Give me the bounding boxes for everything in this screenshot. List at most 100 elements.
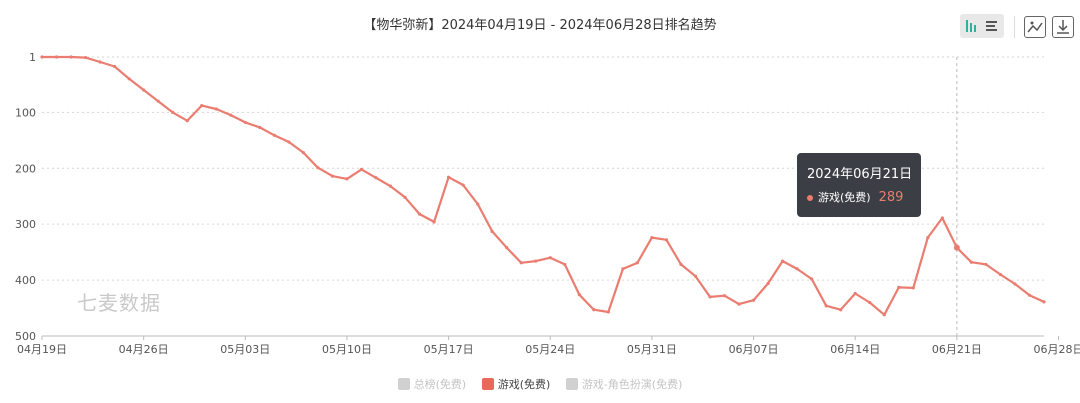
data-point bbox=[940, 216, 944, 220]
data-point bbox=[83, 55, 88, 60]
x-tick-label: 05月03日 bbox=[220, 343, 270, 356]
data-point bbox=[214, 107, 218, 111]
data-point bbox=[200, 104, 204, 108]
chart-tooltip: 2024年06月21日 游戏(免费) 289 bbox=[797, 153, 921, 217]
legend-swatch bbox=[565, 378, 578, 390]
data-point bbox=[563, 262, 567, 267]
data-point bbox=[635, 261, 639, 265]
watermark: 七麦数据 bbox=[77, 291, 161, 315]
data-point bbox=[171, 110, 175, 114]
data-point bbox=[897, 285, 901, 289]
data-point bbox=[142, 88, 146, 92]
data-point bbox=[316, 166, 320, 170]
data-point bbox=[621, 267, 625, 271]
data-point bbox=[882, 313, 886, 317]
tooltip-series-name: 游戏(免费) bbox=[818, 191, 871, 204]
download-icon[interactable] bbox=[1052, 16, 1074, 38]
legend-label: 总榜(免费) bbox=[413, 378, 467, 391]
data-point bbox=[403, 195, 407, 199]
data-point bbox=[650, 235, 654, 240]
data-point bbox=[185, 119, 189, 123]
data-point bbox=[737, 302, 741, 306]
data-point bbox=[534, 259, 538, 263]
data-point bbox=[490, 229, 494, 234]
chart-title: 【物华弥新】2024年04月19日 - 2024年06月28日排名趋势 bbox=[363, 18, 717, 33]
x-tick-label: 06月07日 bbox=[729, 343, 779, 356]
data-point bbox=[447, 175, 451, 179]
data-point bbox=[359, 167, 364, 171]
data-point bbox=[388, 184, 393, 188]
tooltip-value: 289 bbox=[878, 190, 904, 205]
data-point bbox=[127, 77, 131, 81]
chart-legend: 总榜(免费) 游戏(免费) 游戏-角色扮演(免费) bbox=[0, 376, 1080, 392]
data-point bbox=[751, 298, 756, 302]
y-tick-label: 100 bbox=[15, 106, 36, 119]
x-tick-label: 06月14日 bbox=[830, 343, 880, 356]
data-point bbox=[926, 235, 930, 240]
data-point bbox=[258, 125, 262, 130]
data-point bbox=[1013, 282, 1017, 286]
data-point bbox=[810, 277, 814, 281]
data-point bbox=[998, 272, 1003, 277]
data-point bbox=[853, 291, 857, 296]
data-point bbox=[577, 293, 581, 297]
data-point bbox=[113, 64, 117, 69]
data-point bbox=[330, 174, 335, 178]
data-point bbox=[243, 120, 247, 125]
data-point bbox=[722, 294, 727, 298]
data-point bbox=[606, 310, 610, 314]
y-tick-label: 400 bbox=[15, 274, 36, 287]
data-point bbox=[374, 176, 378, 180]
data-point bbox=[1042, 300, 1046, 304]
legend-item-rpg-free[interactable]: 游戏-角色扮演(免费) bbox=[565, 376, 683, 392]
x-tick-label: 05月17日 bbox=[424, 343, 474, 356]
data-point bbox=[301, 151, 305, 155]
data-point bbox=[953, 244, 960, 251]
data-point bbox=[795, 267, 799, 271]
data-point bbox=[476, 202, 480, 206]
x-tick-label: 05月10日 bbox=[322, 343, 372, 356]
data-point bbox=[40, 55, 44, 59]
data-point bbox=[839, 308, 843, 312]
data-point bbox=[708, 295, 712, 299]
y-tick-label: 1 bbox=[29, 51, 36, 64]
data-point bbox=[519, 261, 523, 265]
data-point bbox=[505, 246, 509, 250]
toolbar-separator bbox=[1014, 16, 1015, 38]
bar-list-toggle-icon[interactable] bbox=[960, 14, 1004, 38]
tooltip-date: 2024年06月21日 bbox=[807, 167, 913, 182]
data-point bbox=[461, 183, 465, 187]
x-tick-label: 06月28日 bbox=[1034, 343, 1080, 356]
data-point bbox=[868, 300, 872, 305]
image-icon[interactable] bbox=[1024, 16, 1046, 38]
legend-item-overall-free[interactable]: 总榜(免费) bbox=[397, 376, 467, 392]
data-point bbox=[911, 286, 915, 290]
data-point bbox=[548, 256, 552, 260]
y-tick-label: 200 bbox=[15, 162, 36, 175]
legend-label: 游戏(免费) bbox=[497, 378, 551, 391]
x-tick-label: 05月24日 bbox=[525, 343, 575, 356]
x-tick-label: 05月31日 bbox=[627, 343, 677, 356]
data-point bbox=[969, 260, 973, 264]
data-point bbox=[69, 55, 73, 59]
data-point bbox=[287, 140, 291, 144]
data-point bbox=[824, 304, 828, 308]
data-point bbox=[693, 274, 698, 278]
legend-swatch bbox=[397, 378, 410, 390]
y-tick-label: 500 bbox=[15, 330, 36, 343]
series-line bbox=[42, 55, 1045, 316]
x-tick-label: 04月19日 bbox=[17, 343, 67, 356]
legend-label: 游戏-角色扮演(免费) bbox=[581, 378, 683, 391]
legend-swatch bbox=[481, 378, 494, 390]
data-point bbox=[984, 262, 988, 267]
data-point bbox=[272, 133, 276, 137]
legend-item-games-free[interactable]: 游戏(免费) bbox=[481, 376, 551, 392]
x-tick-label: 06月21日 bbox=[932, 343, 982, 356]
x-tick-label: 04月26日 bbox=[119, 343, 169, 356]
tooltip-series-dot bbox=[807, 195, 813, 201]
data-point bbox=[664, 238, 669, 242]
data-point bbox=[592, 308, 596, 312]
data-point bbox=[679, 262, 683, 267]
data-point bbox=[229, 113, 233, 117]
